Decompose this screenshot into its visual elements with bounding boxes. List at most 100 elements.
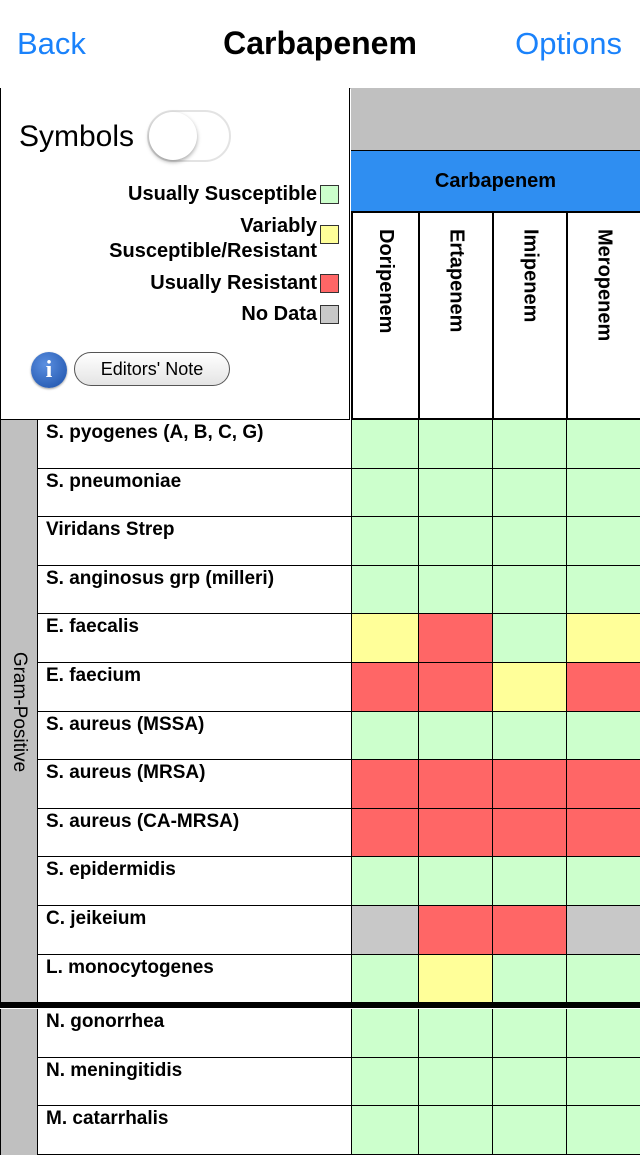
susceptibility-cell[interactable] bbox=[566, 1057, 640, 1107]
susceptibility-cell[interactable] bbox=[566, 663, 640, 712]
susceptibility-cell[interactable] bbox=[566, 468, 640, 518]
susceptibility-cell[interactable] bbox=[351, 1009, 418, 1058]
symbols-toggle[interactable] bbox=[147, 110, 231, 162]
susceptibility-cell[interactable] bbox=[351, 711, 418, 761]
drug-column-header[interactable]: Ertapenem bbox=[418, 213, 492, 420]
susceptibility-cell[interactable] bbox=[566, 857, 640, 906]
susceptibility-cell[interactable] bbox=[418, 1009, 492, 1058]
susceptibility-cell[interactable] bbox=[418, 711, 492, 761]
susceptibility-cell[interactable] bbox=[566, 565, 640, 615]
table-row[interactable]: S. anginosus grp (milleri) bbox=[38, 565, 640, 615]
susceptibility-cell[interactable] bbox=[566, 760, 640, 809]
drug-column-header[interactable]: Imipenem bbox=[492, 213, 566, 420]
susceptibility-cell[interactable] bbox=[418, 663, 492, 712]
back-button[interactable]: Back bbox=[17, 26, 86, 61]
susceptibility-cell[interactable] bbox=[418, 760, 492, 809]
susceptibility-cell[interactable] bbox=[492, 517, 566, 566]
options-button[interactable]: Options bbox=[515, 26, 622, 61]
susceptibility-cell[interactable] bbox=[492, 857, 566, 906]
organism-cell: E. faecalis bbox=[38, 614, 351, 663]
table-row[interactable]: S. aureus (CA-MRSA) bbox=[38, 808, 640, 858]
table-row[interactable]: N. gonorrhea bbox=[38, 1009, 640, 1058]
drug-name: Meropenem bbox=[593, 229, 616, 342]
susceptibility-cell[interactable] bbox=[418, 906, 492, 955]
info-icon[interactable]: i bbox=[31, 352, 67, 388]
editors-note-button[interactable]: Editors' Note bbox=[74, 352, 230, 386]
susceptibility-cell[interactable] bbox=[418, 857, 492, 906]
susceptibility-cell[interactable] bbox=[351, 906, 418, 955]
table-row[interactable]: N. meningitidis bbox=[38, 1057, 640, 1107]
drug-column-header[interactable]: Doripenem bbox=[351, 213, 418, 420]
table-row[interactable]: E. faecalis bbox=[38, 614, 640, 663]
legend-swatch-green bbox=[320, 185, 339, 204]
organism-name: S. pneumoniae bbox=[46, 470, 182, 492]
legend-label-line1: Variably bbox=[240, 215, 317, 237]
susceptibility-cell[interactable] bbox=[351, 420, 418, 469]
susceptibility-cell[interactable] bbox=[351, 614, 418, 663]
susceptibility-cell[interactable] bbox=[492, 906, 566, 955]
legend-label: No Data bbox=[241, 303, 317, 325]
organism-name: S. epidermidis bbox=[46, 859, 176, 881]
susceptibility-cell[interactable] bbox=[418, 808, 492, 858]
susceptibility-cell[interactable] bbox=[492, 420, 566, 469]
susceptibility-cell[interactable] bbox=[492, 1106, 566, 1155]
susceptibility-cell[interactable] bbox=[418, 954, 492, 1004]
susceptibility-cell[interactable] bbox=[351, 517, 418, 566]
susceptibility-cell[interactable] bbox=[492, 468, 566, 518]
susceptibility-cell[interactable] bbox=[566, 954, 640, 1004]
susceptibility-cell[interactable] bbox=[492, 565, 566, 615]
susceptibility-cell[interactable] bbox=[566, 808, 640, 858]
susceptibility-cell[interactable] bbox=[492, 614, 566, 663]
organism-cell: S. epidermidis bbox=[38, 857, 351, 906]
susceptibility-cell[interactable] bbox=[492, 1057, 566, 1107]
organism-cell: L. monocytogenes bbox=[38, 954, 351, 1004]
organism-cell: N. gonorrhea bbox=[38, 1009, 351, 1058]
table-row[interactable]: S. pneumoniae bbox=[38, 468, 640, 518]
susceptibility-cell[interactable] bbox=[418, 1057, 492, 1107]
table-row[interactable]: M. catarrhalis bbox=[38, 1106, 640, 1155]
susceptibility-cell[interactable] bbox=[351, 1057, 418, 1107]
table-row[interactable]: E. faecium bbox=[38, 663, 640, 712]
drug-column-header[interactable]: Meropenem bbox=[566, 213, 640, 420]
susceptibility-cell[interactable] bbox=[351, 663, 418, 712]
organism-name: S. pyogenes (A, B, C, G) bbox=[46, 422, 264, 443]
susceptibility-cell[interactable] bbox=[351, 468, 418, 518]
susceptibility-cell[interactable] bbox=[418, 468, 492, 518]
susceptibility-cell[interactable] bbox=[351, 565, 418, 615]
table-row[interactable]: S. aureus (MSSA) bbox=[38, 711, 640, 761]
susceptibility-cell[interactable] bbox=[492, 663, 566, 712]
susceptibility-cell[interactable] bbox=[351, 760, 418, 809]
legend-panel: Symbols Usually Susceptible Variably Sus… bbox=[0, 88, 350, 420]
susceptibility-cell[interactable] bbox=[351, 1106, 418, 1155]
susceptibility-cell[interactable] bbox=[418, 420, 492, 469]
symbols-label: Symbols bbox=[19, 120, 135, 153]
susceptibility-cell[interactable] bbox=[566, 1009, 640, 1058]
susceptibility-cell[interactable] bbox=[566, 614, 640, 663]
table-row[interactable]: S. aureus (MRSA) bbox=[38, 760, 640, 809]
susceptibility-cell[interactable] bbox=[351, 857, 418, 906]
susceptibility-cell[interactable] bbox=[492, 808, 566, 858]
susceptibility-cell[interactable] bbox=[566, 517, 640, 566]
susceptibility-cell[interactable] bbox=[351, 954, 418, 1004]
susceptibility-cell[interactable] bbox=[492, 711, 566, 761]
susceptibility-cell[interactable] bbox=[566, 711, 640, 761]
table-row[interactable]: S. epidermidis bbox=[38, 857, 640, 906]
table-row[interactable]: S. pyogenes (A, B, C, G) bbox=[38, 420, 640, 469]
susceptibility-cell[interactable] bbox=[418, 614, 492, 663]
susceptibility-cell[interactable] bbox=[492, 1009, 566, 1058]
susceptibility-cell[interactable] bbox=[566, 420, 640, 469]
drug-class-header: Carbapenem bbox=[351, 150, 640, 213]
susceptibility-cell[interactable] bbox=[418, 1106, 492, 1155]
susceptibility-cell[interactable] bbox=[418, 517, 492, 566]
legend-swatch-yellow bbox=[320, 224, 339, 244]
susceptibility-cell[interactable] bbox=[418, 565, 492, 615]
organism-cell: S. aureus (MSSA) bbox=[38, 711, 351, 761]
susceptibility-cell[interactable] bbox=[351, 808, 418, 858]
susceptibility-cell[interactable] bbox=[566, 906, 640, 955]
table-row[interactable]: Viridans Strep bbox=[38, 517, 640, 566]
susceptibility-cell[interactable] bbox=[492, 954, 566, 1004]
susceptibility-cell[interactable] bbox=[566, 1106, 640, 1155]
table-row[interactable]: L. monocytogenes bbox=[38, 954, 640, 1004]
susceptibility-cell[interactable] bbox=[492, 760, 566, 809]
table-row[interactable]: C. jeikeium bbox=[38, 906, 640, 955]
